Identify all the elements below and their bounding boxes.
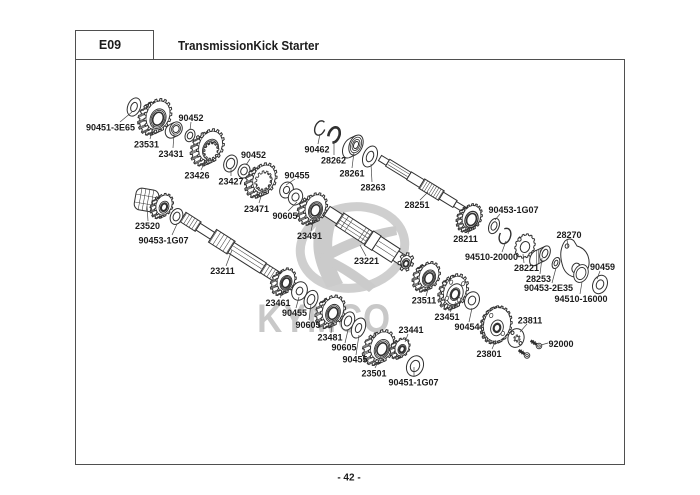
svg-text:23426: 23426: [184, 170, 209, 180]
svg-text:28263: 28263: [360, 182, 385, 192]
svg-text:23461: 23461: [265, 298, 290, 308]
svg-text:- 42 -: - 42 -: [337, 473, 360, 484]
svg-text:E09: E09: [99, 38, 121, 52]
svg-text:90605: 90605: [295, 320, 320, 330]
svg-text:90459: 90459: [590, 262, 615, 272]
svg-text:90455: 90455: [282, 308, 307, 318]
svg-text:28262: 28262: [321, 155, 346, 165]
svg-text:23481: 23481: [317, 332, 342, 342]
svg-text:23471: 23471: [244, 204, 269, 214]
svg-text:90451-1G07: 90451-1G07: [388, 377, 438, 387]
svg-text:90462: 90462: [304, 144, 329, 154]
svg-text:90455: 90455: [342, 354, 367, 364]
svg-text:90452: 90452: [241, 150, 266, 160]
svg-text:90455: 90455: [284, 170, 309, 180]
svg-text:90453-2E35: 90453-2E35: [524, 283, 573, 293]
svg-text:23501: 23501: [361, 368, 386, 378]
svg-text:28221: 28221: [514, 263, 539, 273]
svg-text:90451-3E65: 90451-3E65: [86, 122, 135, 132]
svg-text:23427: 23427: [218, 176, 243, 186]
svg-text:90453-1G07: 90453-1G07: [138, 235, 188, 245]
svg-text:28270: 28270: [556, 230, 581, 240]
svg-text:90605: 90605: [331, 342, 356, 352]
svg-text:23511: 23511: [412, 295, 437, 305]
svg-text:90605: 90605: [272, 211, 297, 221]
svg-text:23221: 23221: [354, 256, 379, 266]
svg-text:23811: 23811: [518, 315, 543, 325]
svg-text:28251: 28251: [404, 200, 429, 210]
svg-text:28211: 28211: [453, 234, 478, 244]
svg-text:90452: 90452: [178, 113, 203, 123]
svg-text:23801: 23801: [476, 349, 501, 359]
svg-text:90453-1G07: 90453-1G07: [488, 205, 538, 215]
svg-text:28253: 28253: [526, 274, 551, 284]
svg-text:94510-16000: 94510-16000: [554, 294, 607, 304]
svg-text:90454: 90454: [454, 322, 479, 332]
svg-text:94510-20000: 94510-20000: [465, 252, 518, 262]
svg-text:23441: 23441: [398, 325, 423, 335]
svg-text:28261: 28261: [339, 168, 364, 178]
svg-text:TransmissionKick Starter: TransmissionKick Starter: [178, 38, 319, 53]
svg-text:92000: 92000: [548, 339, 573, 349]
svg-text:23531: 23531: [134, 139, 159, 149]
svg-text:23211: 23211: [210, 266, 235, 276]
svg-text:23491: 23491: [297, 231, 322, 241]
svg-text:23520: 23520: [135, 221, 160, 231]
svg-text:23431: 23431: [158, 149, 183, 159]
svg-text:23451: 23451: [434, 312, 459, 322]
